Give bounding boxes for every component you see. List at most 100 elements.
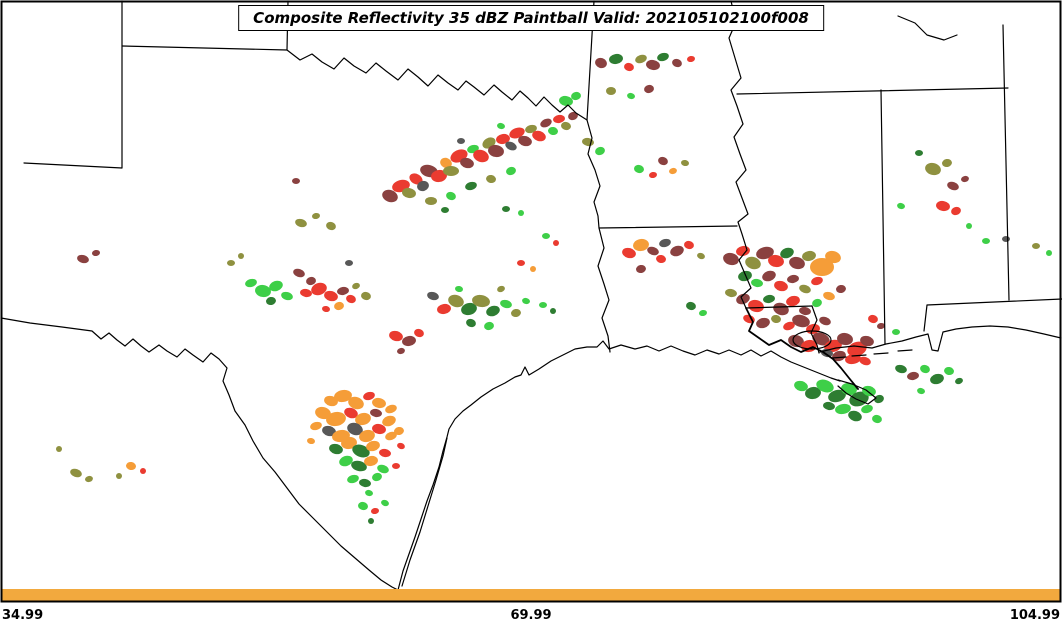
paintball-blob [505, 141, 517, 151]
paintball-blob [787, 274, 799, 284]
paintball-blob [763, 294, 775, 304]
paintball-blob [364, 455, 378, 467]
barrier-islands [401, 349, 913, 587]
paintball-blob [389, 330, 403, 342]
paintball-blob [897, 202, 905, 210]
paintball-blob [792, 314, 810, 328]
paintball-blob [518, 210, 524, 216]
paintball-blob [351, 460, 367, 472]
paintball-blob [392, 463, 400, 469]
paintball-blob [925, 162, 941, 176]
paintball-blob [836, 284, 846, 294]
paintball-blob [955, 377, 963, 385]
paintball-layer [56, 52, 1052, 524]
paintball-blob [684, 240, 694, 250]
plot-frame [0, 0, 1062, 603]
paintball-blob [812, 332, 830, 346]
lake-pontchartrain [792, 330, 832, 350]
paintball-blob [326, 221, 336, 231]
river-tennessee [897, 15, 958, 41]
paintball-blob [756, 317, 770, 329]
paintball-blob [255, 284, 271, 298]
paintball-blob [361, 291, 371, 301]
paintball-blob [811, 276, 823, 286]
paintball-blob [609, 53, 623, 65]
paintball-blob [518, 135, 532, 147]
paintball-blob [77, 254, 89, 264]
x-tick-right: 104.99 [1009, 608, 1060, 623]
paintball-blob [460, 157, 474, 169]
paintball-blob [942, 158, 952, 168]
paintball-blob [656, 254, 666, 264]
paintball-blob [461, 302, 477, 316]
paintball-blob [553, 114, 565, 124]
paintball-blob [789, 256, 805, 270]
paintball-blob [780, 247, 794, 259]
paintball-blob [85, 475, 93, 483]
paintball-blob [860, 335, 874, 347]
paintball-blob [440, 157, 452, 169]
paintball-blob [762, 270, 776, 282]
paintball-blob [488, 144, 504, 158]
paintball-blob [862, 385, 876, 397]
paintball-blob [669, 167, 677, 175]
paintball-blob [786, 295, 800, 307]
paintball-blob [582, 137, 594, 147]
paintball-blob [799, 306, 811, 316]
paintball-blob [848, 410, 862, 422]
paintball-blob [397, 347, 405, 355]
river-mississippi [728, 0, 752, 309]
paintball-blob [126, 461, 136, 471]
paintball-blob [347, 474, 359, 484]
paintball-blob [238, 253, 244, 259]
paintball-blob [738, 270, 752, 282]
paintball-blob [832, 350, 846, 362]
paintball-blob [823, 291, 835, 301]
x-axis-labels: 34.99 69.99 104.99 [0, 605, 1062, 631]
paintball-blob [363, 391, 375, 401]
paintball-blob [636, 264, 646, 274]
paintball-blob [672, 58, 682, 68]
river-pearl [810, 305, 820, 354]
paintball-blob [358, 501, 368, 511]
paintball-blob [385, 431, 397, 441]
paintball-blob [525, 124, 537, 134]
paintball-blob [466, 318, 476, 328]
river-rio-grande [0, 317, 399, 591]
paintball-blob [1046, 250, 1052, 256]
paintball-blob [266, 296, 276, 306]
paintball-blob [872, 414, 882, 424]
paintball-blob [427, 291, 439, 301]
paintball-blob [646, 59, 660, 71]
paintball-blob [595, 57, 607, 69]
paintball-blob [961, 175, 969, 183]
paintball-blob [310, 421, 322, 431]
paintball-blob [394, 426, 404, 436]
paintball-blob [92, 249, 100, 257]
paintball-blob [915, 150, 923, 156]
paintball-blob [312, 212, 320, 220]
paintball-blob [624, 62, 634, 72]
paintball-blob [347, 422, 363, 436]
paintball-blob [697, 252, 705, 260]
paintball-blob [687, 55, 695, 63]
paintball-blob [322, 305, 330, 313]
paintball-blob [647, 246, 659, 256]
border-alabama-florida [923, 298, 1062, 332]
paintball-blob [371, 507, 379, 515]
paintball-blob [441, 207, 449, 213]
paintball-blob [824, 339, 842, 353]
paintball-blob [116, 473, 122, 479]
border-red-river [286, 49, 588, 121]
paintball-blob [892, 329, 900, 335]
paintball-blob [417, 180, 429, 192]
paintball-blob [443, 166, 459, 176]
paintball-blob [352, 444, 370, 458]
paintball-blob [877, 322, 885, 330]
paintball-blob [437, 303, 451, 315]
paintball-blob [306, 276, 316, 286]
paintball-blob [812, 298, 822, 308]
paintball-blob [341, 436, 357, 450]
paintball-blob [457, 138, 465, 144]
paintball-blob [828, 389, 846, 403]
